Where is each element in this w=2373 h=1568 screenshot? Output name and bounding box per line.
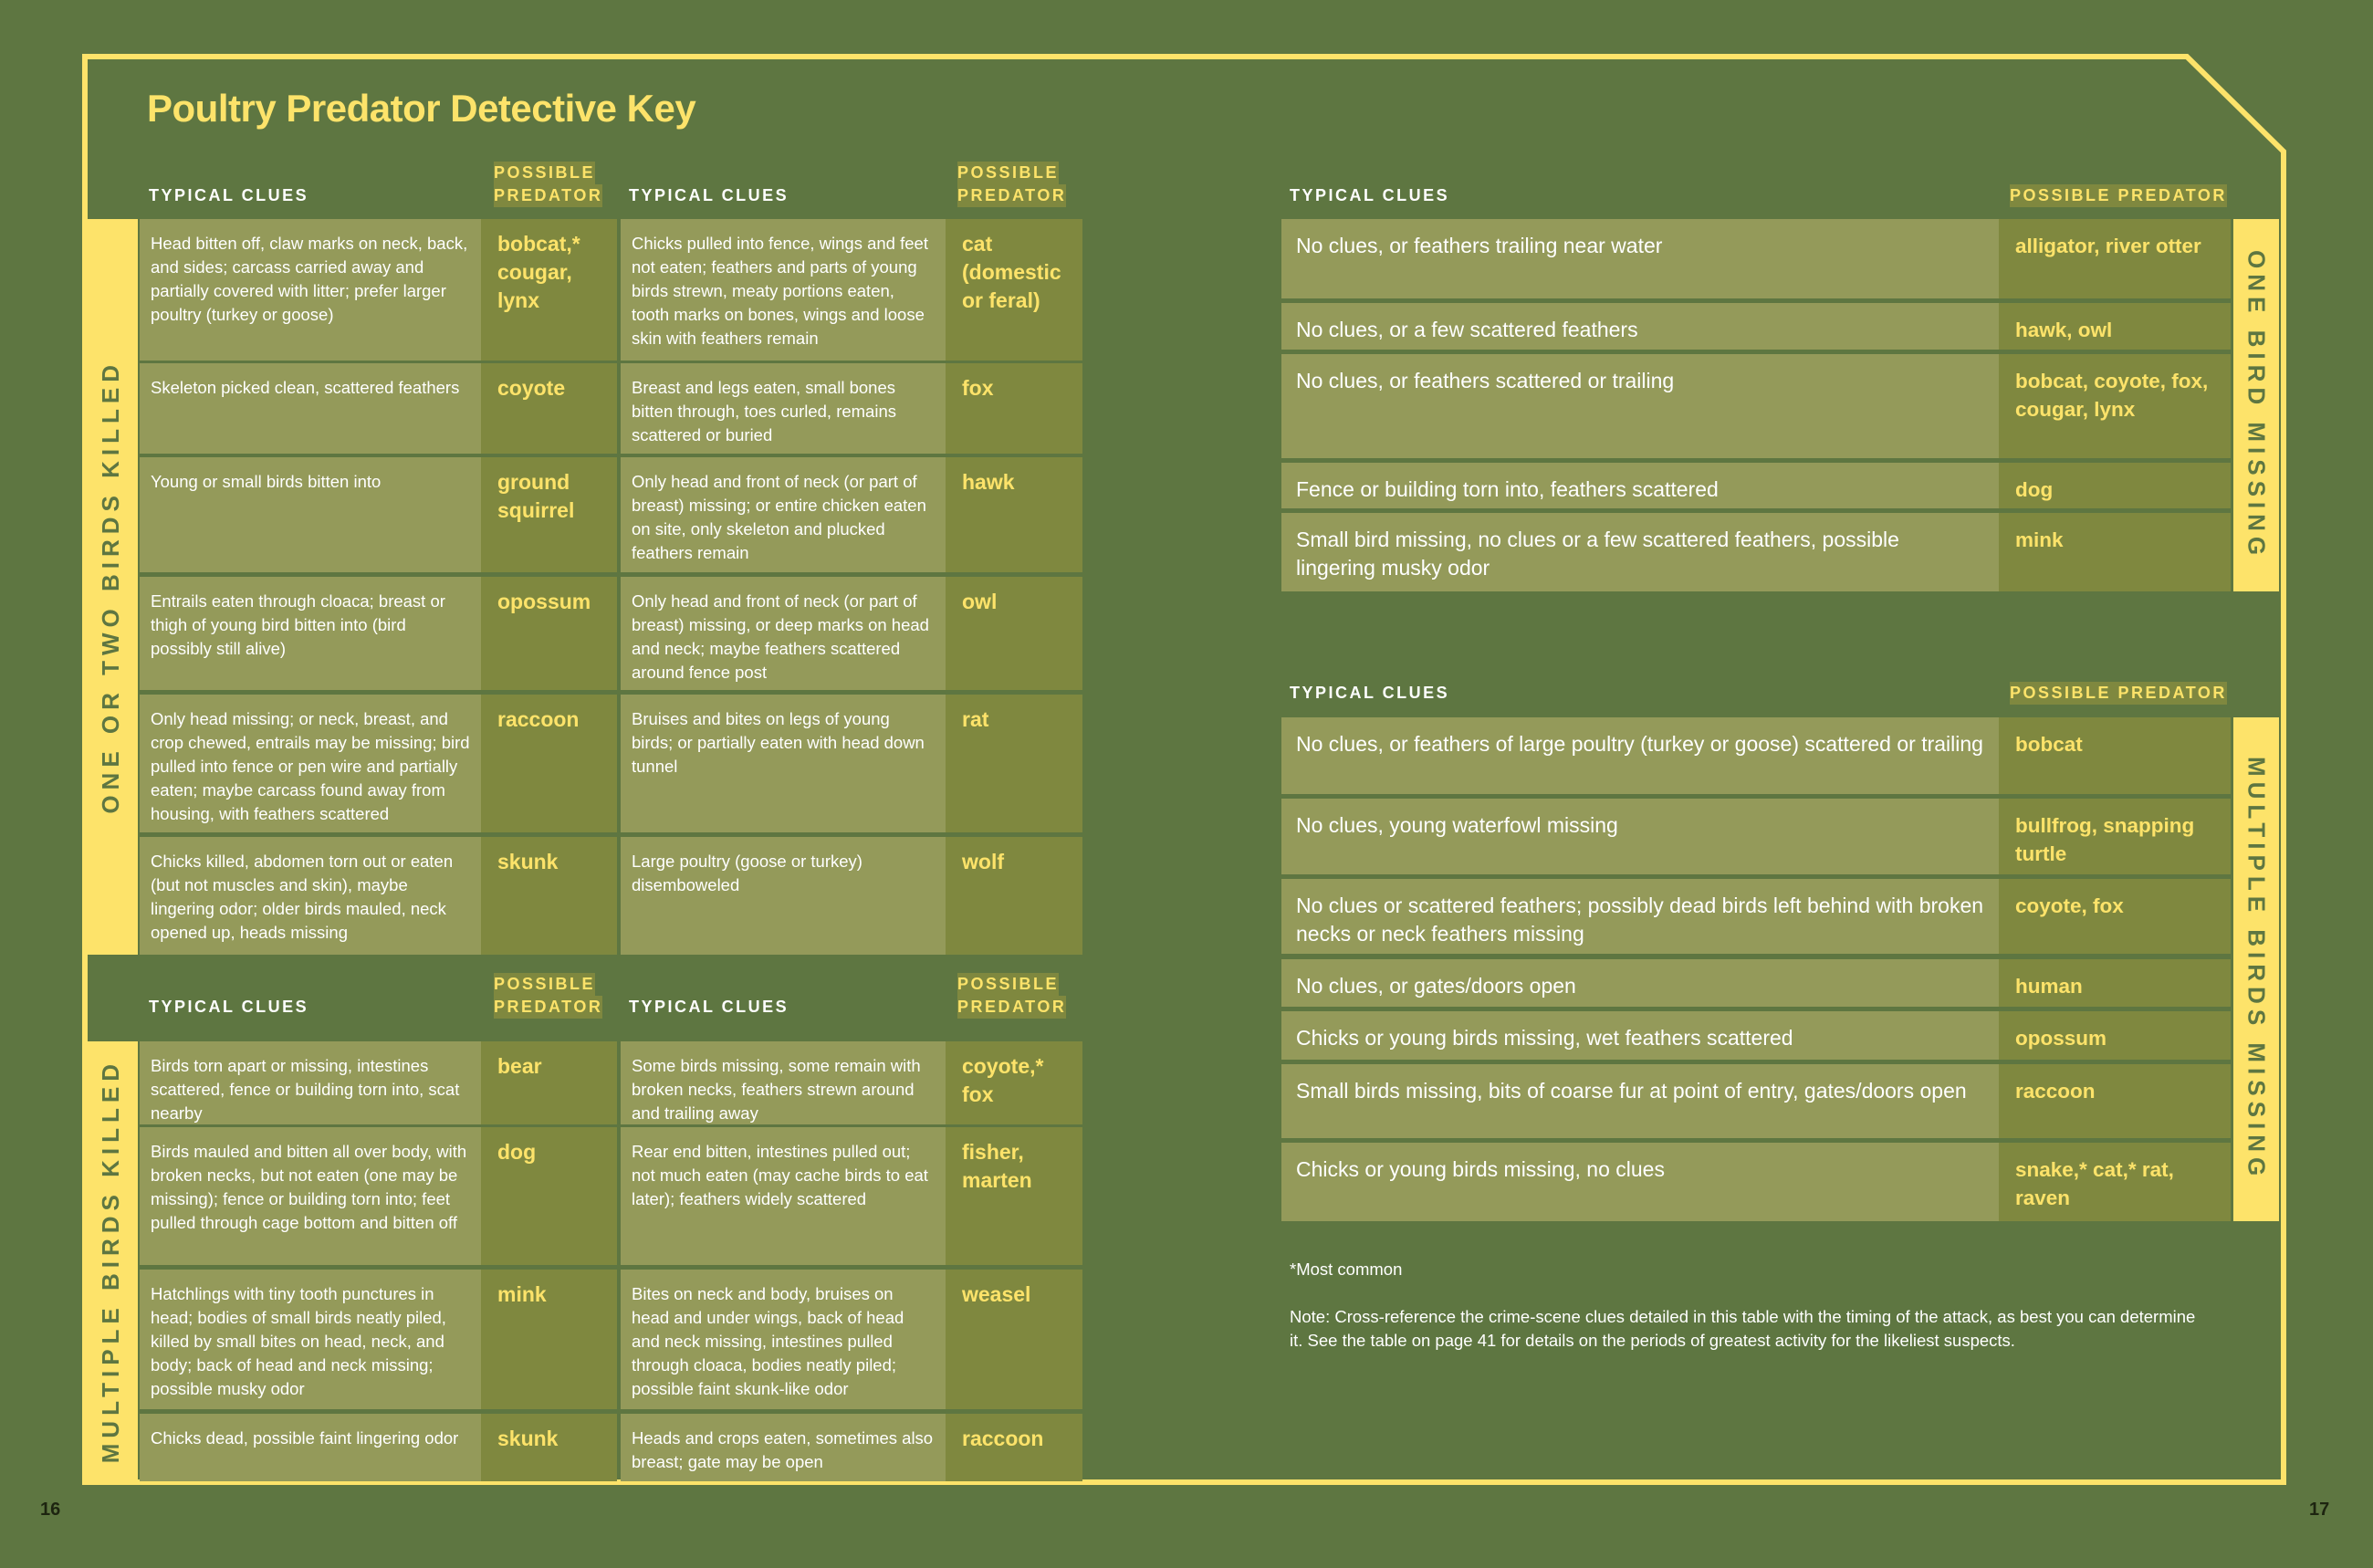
clue-cell: Chicks killed, abdomen torn out or eaten… xyxy=(140,837,481,955)
predator-cell: hawk, owl xyxy=(1999,303,2231,350)
header-typical-clues: TYPICAL CLUES xyxy=(149,186,309,204)
predator-cell: bullfrog, snapping turtle xyxy=(1999,799,2231,874)
predator-cell: rat xyxy=(946,695,1082,832)
header-predator: PREDATOR xyxy=(494,184,603,207)
section-label-one_missing: ONE BIRD MISSING xyxy=(2233,219,2279,591)
clue-cell: No clues, or feathers scattered or trail… xyxy=(1281,354,1999,458)
clue-cell: No clues, or gates/doors open xyxy=(1281,959,1999,1007)
predator-cell: raccoon xyxy=(481,695,617,832)
predator-cell: bobcat xyxy=(1999,717,2231,794)
header-possible: POSSIBLE xyxy=(957,162,1060,184)
predator-cell: snake,* cat,* rat, raven xyxy=(1999,1143,2231,1221)
header-typical-clues: TYPICAL CLUES xyxy=(1290,684,1450,702)
predator-cell: coyote, fox xyxy=(1999,879,2231,954)
section-label-one_or_two: ONE OR TWO BIRDS KILLED xyxy=(83,219,138,955)
clue-cell: Young or small birds bitten into xyxy=(140,457,481,572)
header-typical-clues: TYPICAL CLUES xyxy=(149,998,309,1016)
clue-cell: Only head missing; or neck, breast, and … xyxy=(140,695,481,832)
header-typical-clues: TYPICAL CLUES xyxy=(629,186,789,204)
clue-cell: Chicks pulled into fence, wings and feet… xyxy=(621,219,946,361)
clue-cell: Only head and front of neck (or part of … xyxy=(621,457,946,572)
clue-cell: Chicks or young birds missing, no clues xyxy=(1281,1143,1999,1221)
header-possible: POSSIBLE xyxy=(494,973,596,996)
header-possible: POSSIBLE xyxy=(494,162,596,184)
page-number-right: 17 xyxy=(2309,1500,2330,1520)
note: Note: Cross-reference the crime-scene cl… xyxy=(1290,1307,2196,1350)
header-possible-predator: POSSIBLE PREDATOR xyxy=(2010,682,2227,705)
clue-cell: Chicks or young birds missing, wet feath… xyxy=(1281,1011,1999,1060)
clue-cell: Chicks dead, possible faint lingering od… xyxy=(140,1414,481,1481)
header-predator: PREDATOR xyxy=(957,184,1067,207)
predator-cell: bear xyxy=(481,1041,617,1124)
header-predator: PREDATOR xyxy=(957,996,1067,1019)
predator-cell: cat (domestic or feral) xyxy=(946,219,1082,361)
clue-cell: Rear end bitten, intestines pulled out; … xyxy=(621,1127,946,1265)
footnote: *Most common xyxy=(1290,1260,1403,1279)
clue-cell: Entrails eaten through cloaca; breast or… xyxy=(140,577,481,690)
predator-cell: alligator, river otter xyxy=(1999,219,2231,298)
section-label-text: MULTIPLE BIRDS MISSING xyxy=(2242,757,2271,1182)
predator-cell: dog xyxy=(1999,463,2231,508)
clue-cell: Hatchlings with tiny tooth punctures in … xyxy=(140,1270,481,1409)
predator-cell: mink xyxy=(481,1270,617,1409)
clue-cell: Bites on neck and body, bruises on head … xyxy=(621,1270,946,1409)
clue-cell: Small birds missing, bits of coarse fur … xyxy=(1281,1064,1999,1138)
predator-cell: bobcat,* cougar, lynx xyxy=(481,219,617,361)
predator-cell: skunk xyxy=(481,837,617,955)
section-label-text: MULTIPLE BIRDS KILLED xyxy=(96,1059,124,1464)
section-label-text: ONE BIRD MISSING xyxy=(2242,249,2271,561)
page-title: Poultry Predator Detective Key xyxy=(147,87,696,130)
predator-cell: fisher, marten xyxy=(946,1127,1082,1265)
clue-cell: Head bitten off, claw marks on neck, bac… xyxy=(140,219,481,361)
clue-cell: Breast and legs eaten, small bones bitte… xyxy=(621,363,946,454)
predator-cell: human xyxy=(1999,959,2231,1007)
predator-cell: coyote xyxy=(481,363,617,454)
predator-cell: owl xyxy=(946,577,1082,690)
predator-cell: opossum xyxy=(1999,1011,2231,1060)
clue-cell: Heads and crops eaten, sometimes also br… xyxy=(621,1414,946,1481)
clue-cell: Only head and front of neck (or part of … xyxy=(621,577,946,690)
page-number-left: 16 xyxy=(40,1500,61,1520)
predator-cell: wolf xyxy=(946,837,1082,955)
predator-cell: ground squirrel xyxy=(481,457,617,572)
section-label-multiple_missing: MULTIPLE BIRDS MISSING xyxy=(2233,717,2279,1221)
clue-cell: Fence or building torn into, feathers sc… xyxy=(1281,463,1999,508)
clue-cell: No clues, young waterfowl missing xyxy=(1281,799,1999,874)
predator-cell: skunk xyxy=(481,1414,617,1481)
predator-cell: mink xyxy=(1999,513,2231,591)
clue-cell: No clues, or a few scattered feathers xyxy=(1281,303,1999,350)
clue-cell: No clues, or feathers trailing near wate… xyxy=(1281,219,1999,298)
predator-cell: opossum xyxy=(481,577,617,690)
header-typical-clues: TYPICAL CLUES xyxy=(1290,186,1450,204)
predator-cell: dog xyxy=(481,1127,617,1265)
clue-cell: No clues or scattered feathers; possibly… xyxy=(1281,879,1999,954)
predator-cell: bobcat, coyote, fox, cougar, lynx xyxy=(1999,354,2231,458)
header-typical-clues: TYPICAL CLUES xyxy=(629,998,789,1016)
predator-cell: fox xyxy=(946,363,1082,454)
predator-cell: raccoon xyxy=(1999,1064,2231,1138)
clue-cell: Bruises and bites on legs of young birds… xyxy=(621,695,946,832)
predator-cell: coyote,* fox xyxy=(946,1041,1082,1124)
section-label-multiple: MULTIPLE BIRDS KILLED xyxy=(83,1041,138,1481)
predator-cell: hawk xyxy=(946,457,1082,572)
section-label-text: ONE OR TWO BIRDS KILLED xyxy=(96,360,124,814)
clue-cell: Small bird missing, no clues or a few sc… xyxy=(1281,513,1999,591)
predator-cell: weasel xyxy=(946,1270,1082,1409)
header-predator: PREDATOR xyxy=(494,996,603,1019)
predator-cell: raccoon xyxy=(946,1414,1082,1481)
header-possible: POSSIBLE xyxy=(957,973,1060,996)
clue-cell: Birds torn apart or missing, intestines … xyxy=(140,1041,481,1124)
clue-cell: Large poultry (goose or turkey) disembow… xyxy=(621,837,946,955)
header-possible-predator: POSSIBLE PREDATOR xyxy=(2010,184,2227,207)
clue-cell: No clues, or feathers of large poultry (… xyxy=(1281,717,1999,794)
clue-cell: Some birds missing, some remain with bro… xyxy=(621,1041,946,1124)
clue-cell: Skeleton picked clean, scattered feather… xyxy=(140,363,481,454)
clue-cell: Birds mauled and bitten all over body, w… xyxy=(140,1127,481,1265)
